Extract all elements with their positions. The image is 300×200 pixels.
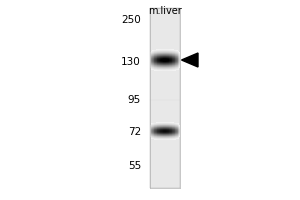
Text: 55: 55 bbox=[128, 161, 141, 171]
Text: 130: 130 bbox=[121, 57, 141, 67]
Text: m.liver: m.liver bbox=[148, 6, 182, 16]
Polygon shape bbox=[182, 53, 198, 67]
Bar bbox=[150, 8, 180, 188]
Text: 72: 72 bbox=[128, 127, 141, 137]
Text: 95: 95 bbox=[128, 95, 141, 105]
Text: 250: 250 bbox=[121, 15, 141, 25]
